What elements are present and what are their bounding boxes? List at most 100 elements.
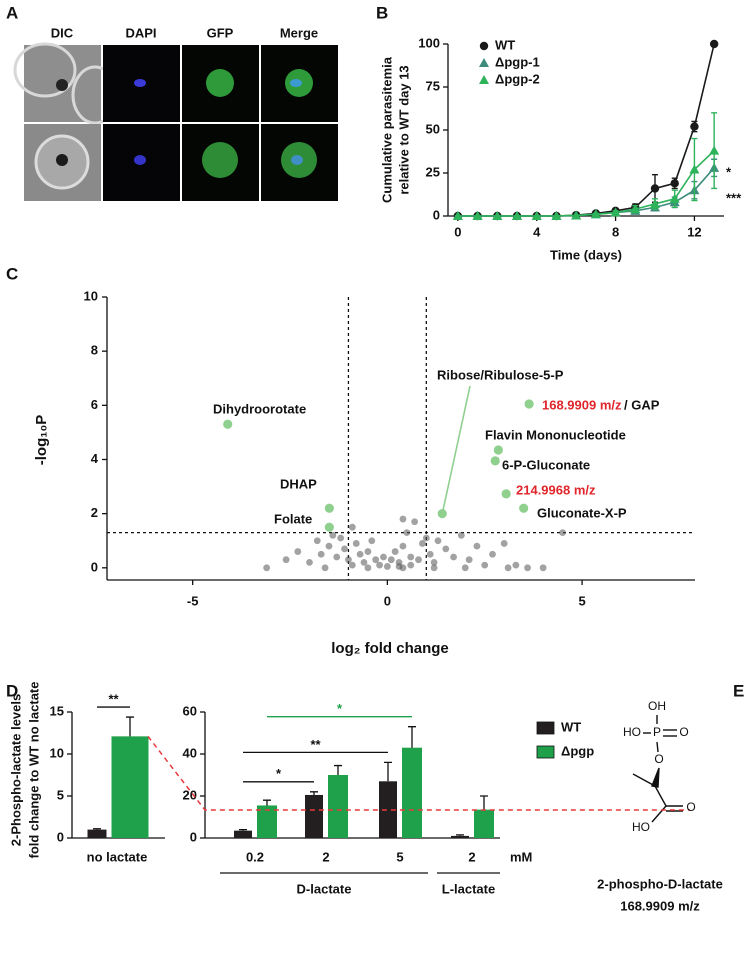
legend-swatch <box>536 721 555 735</box>
error-bar <box>480 795 488 810</box>
data-point <box>306 558 313 566</box>
point-label: Gluconate-X-P <box>537 505 627 520</box>
point-label: 214.9968 m/z <box>516 482 596 497</box>
y-tick-label: 40 <box>183 745 197 760</box>
panel-label: B <box>376 3 388 22</box>
y-tick-label: 25 <box>426 164 440 179</box>
bar <box>234 830 252 838</box>
nucleus <box>134 155 146 165</box>
compound-mass: 168.9909 m/z <box>620 898 700 913</box>
error-bar <box>126 716 134 737</box>
column-header: DAPI <box>125 25 156 40</box>
atom-label: HO <box>623 725 641 739</box>
x-axis-label: log₂ fold change <box>331 640 449 657</box>
data-point <box>348 523 356 531</box>
bond <box>656 741 659 753</box>
data-point <box>329 531 337 539</box>
error-bar <box>310 791 318 795</box>
highlight-point <box>223 419 233 429</box>
data-point <box>399 542 407 550</box>
gfp-signal <box>202 142 238 178</box>
data-point <box>481 561 489 569</box>
y-tick-label: 0 <box>190 829 197 844</box>
nucleus <box>291 155 303 165</box>
point-label: Flavin Mononucleotide <box>485 427 626 442</box>
column-header: GFP <box>207 25 234 40</box>
data-point <box>430 564 438 572</box>
y-tick-label: 0 <box>91 559 98 574</box>
data-point <box>395 563 403 570</box>
y-tick-label: 10 <box>50 745 64 760</box>
x-tick-label: 0.2 <box>246 849 264 864</box>
significance: * <box>337 701 343 716</box>
cell <box>13 42 77 98</box>
highlight-point <box>493 445 503 455</box>
legend-label: Δpgp-1 <box>495 54 540 69</box>
bar <box>328 775 348 838</box>
marker <box>479 41 489 51</box>
data-point <box>430 558 438 566</box>
y-tick-label: 50 <box>426 121 440 136</box>
compound-name: 2-phospho-D-lactate <box>597 876 723 891</box>
bar <box>257 805 277 838</box>
highlight-point <box>490 456 500 466</box>
y-tick-label: 4 <box>91 451 99 466</box>
x-tick-label: 0 <box>454 224 461 239</box>
data-point <box>294 548 302 555</box>
data-point <box>317 550 325 558</box>
y-axis-label: 2-Phospho-lactate levels <box>8 694 23 846</box>
data-point <box>524 564 531 572</box>
bar <box>111 736 149 838</box>
marker <box>551 211 562 220</box>
panel-label: C <box>6 264 18 283</box>
data-point <box>512 561 520 569</box>
y-axis-label: fold change to WT no lactate <box>26 682 41 859</box>
y-axis-label: relative to WT day 13 <box>396 65 411 194</box>
significance: ** <box>108 691 119 706</box>
data-point <box>341 545 348 553</box>
marker <box>452 211 463 220</box>
data-point <box>559 529 567 537</box>
marker <box>709 145 720 155</box>
data-point <box>383 563 391 570</box>
error-bar <box>93 828 101 830</box>
legend-swatch <box>536 745 555 759</box>
atom-label: P <box>653 725 661 739</box>
parasite <box>56 79 68 91</box>
data-point <box>415 556 422 564</box>
data-point <box>263 564 271 572</box>
marker <box>590 209 601 219</box>
highlight-point <box>519 503 529 513</box>
panel-label: E <box>733 681 744 700</box>
marker <box>531 211 542 220</box>
marker <box>630 204 641 214</box>
data-point <box>345 556 352 564</box>
atom-label: O <box>679 725 688 739</box>
significance: *** <box>726 190 742 205</box>
x-tick-label: 5 <box>578 593 585 608</box>
legend-label: WT <box>495 37 515 52</box>
data-point <box>391 548 399 555</box>
data-point <box>411 518 419 526</box>
x-tick-label: 4 <box>533 224 541 239</box>
data-point <box>419 540 426 547</box>
significance: ** <box>310 737 321 752</box>
marker <box>479 58 489 67</box>
y-tick-label: 0 <box>57 829 64 844</box>
highlight-point <box>324 503 334 513</box>
data-point <box>399 515 407 523</box>
marker <box>690 122 699 131</box>
y-tick-label: 20 <box>183 787 197 802</box>
y-tick-label: 100 <box>418 35 440 50</box>
data-point <box>407 553 415 561</box>
data-point <box>321 564 329 572</box>
point-label: Folate <box>274 511 312 526</box>
series-line <box>457 167 715 217</box>
data-point <box>504 564 512 572</box>
x-tick-label: 0 <box>384 593 391 608</box>
x-tick-label: 2 <box>468 849 475 864</box>
data-point <box>325 542 333 550</box>
data-point <box>442 545 450 553</box>
highlight-point <box>437 509 447 519</box>
chemical-structure <box>632 715 683 823</box>
